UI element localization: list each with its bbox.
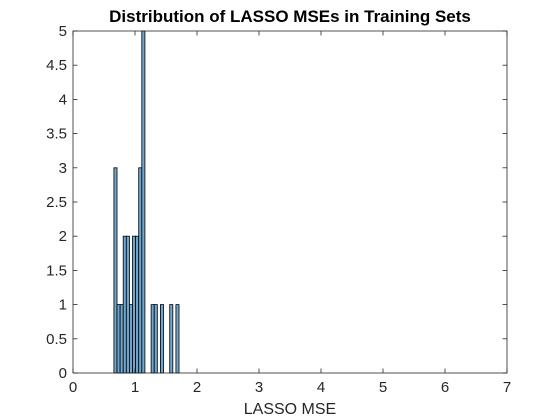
y-tick-label: 1.5 [46,262,67,279]
x-tick-label: 5 [379,379,387,396]
histogram-bar-4 [125,235,130,374]
x-tick-label: 1 [131,379,139,396]
y-tick-label: 2.5 [46,194,67,211]
y-tick-label: 3 [59,160,67,177]
ticks-group: 0 1 2 3 4 5 6 7 0 0.5 1 1.5 2 2.5 3 3.5 4 4.5 5 [46,23,511,396]
x-tick-label: 7 [503,379,511,396]
histogram-bar-8 [138,167,143,374]
histogram-bar-7 [135,235,140,374]
histogram-bar-3 [122,235,127,374]
y-tick-label: 3.5 [46,126,67,143]
y-tick-label: 4 [59,91,67,108]
histogram-bar-6 [132,235,137,374]
histogram-bar-0 [113,167,118,374]
y-tick-label: 2 [59,228,67,245]
x-tick-label: 4 [317,379,325,396]
histogram-bar-5 [129,304,133,374]
x-tick-label: 2 [193,379,201,396]
bars-group [113,30,180,374]
y-tick-label: 5 [59,23,67,40]
histogram-bar-14 [175,304,180,374]
y-tick-label: 4.5 [46,57,67,74]
x-tick-label: 3 [255,379,263,396]
histogram-bar-9 [141,30,146,374]
histogram-bar-13 [169,304,174,374]
histogram-bar-10 [150,304,155,374]
histogram-bar-11 [153,304,158,374]
histogram-bar-2 [119,304,124,374]
y-tick-label: 0 [59,365,67,382]
histogram-bar-12 [160,304,164,374]
x-tick-label: 0 [69,379,77,396]
histogram-bar-1 [116,304,121,374]
y-tick-label: 0.5 [46,331,67,348]
x-tick-label: 6 [441,379,449,396]
y-tick-label: 1 [59,297,67,314]
x-axis-label: LASSO MSE [244,401,336,418]
chart-title: Distribution of LASSO MSEs in Training S… [109,7,471,26]
